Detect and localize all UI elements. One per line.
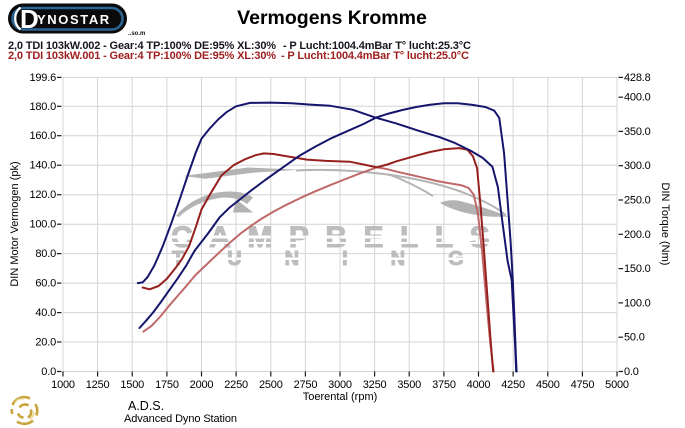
- svg-text:20.0: 20.0: [35, 337, 56, 349]
- svg-text:- P Lucht:1004.4mBar T° lucht:: - P Lucht:1004.4mBar T° lucht:25.3°C: [283, 40, 471, 52]
- svg-text:0.0: 0.0: [41, 366, 56, 378]
- svg-text:50.0: 50.0: [624, 332, 645, 344]
- svg-text:180.0: 180.0: [29, 101, 56, 113]
- svg-text:TUNING: TUNING: [172, 248, 507, 270]
- svg-text:3500: 3500: [397, 379, 421, 391]
- svg-text:160.0: 160.0: [29, 130, 56, 142]
- svg-text:2500: 2500: [259, 379, 283, 391]
- svg-text:150.0: 150.0: [624, 263, 651, 275]
- svg-text:120.0: 120.0: [29, 189, 56, 201]
- svg-text:100.0: 100.0: [29, 219, 56, 231]
- svg-text:4250: 4250: [501, 379, 525, 391]
- svg-text:140.0: 140.0: [29, 160, 56, 172]
- svg-text:- P Lucht:1004.4mBar T° lucht:: - P Lucht:1004.4mBar T° lucht:25.0°C: [281, 50, 469, 62]
- svg-text:3000: 3000: [328, 379, 352, 391]
- svg-text:..so.m: ..so.m: [128, 31, 145, 37]
- svg-text:3250: 3250: [363, 379, 387, 391]
- svg-text:Advanced Dyno Station: Advanced Dyno Station: [124, 413, 237, 425]
- svg-text:2,0 TDI 103kW.001 - Gear:4 TP:: 2,0 TDI 103kW.001 - Gear:4 TP:100% DE:95…: [8, 50, 276, 62]
- svg-text:Vermogens Kromme: Vermogens Kromme: [237, 7, 427, 29]
- svg-text:Toerental (rpm): Toerental (rpm): [303, 391, 378, 403]
- svg-text:0.0: 0.0: [624, 366, 639, 378]
- svg-text:DIN Torque (Nm): DIN Torque (Nm): [659, 183, 671, 266]
- svg-text:A.D.S.: A.D.S.: [128, 399, 164, 413]
- svg-text:80.0: 80.0: [35, 248, 56, 260]
- svg-text:250.0: 250.0: [624, 195, 651, 207]
- svg-text:3750: 3750: [432, 379, 456, 391]
- svg-text:1750: 1750: [155, 379, 179, 391]
- svg-text:350.0: 350.0: [624, 126, 651, 138]
- svg-text:D: D: [20, 4, 39, 34]
- svg-text:1250: 1250: [86, 379, 110, 391]
- svg-text:5000: 5000: [605, 379, 629, 391]
- svg-text:2250: 2250: [224, 379, 248, 391]
- svg-text:2750: 2750: [294, 379, 318, 391]
- svg-text:300.0: 300.0: [624, 160, 651, 172]
- svg-text:4750: 4750: [571, 379, 595, 391]
- svg-text:60.0: 60.0: [35, 278, 56, 290]
- svg-text:DIN Motor Vermogen (pk): DIN Motor Vermogen (pk): [9, 161, 21, 286]
- svg-text:YNOSTAR: YNOSTAR: [37, 12, 111, 27]
- svg-text:428.8: 428.8: [624, 72, 651, 84]
- svg-text:400.0: 400.0: [624, 92, 651, 104]
- svg-text:200.0: 200.0: [624, 229, 651, 241]
- svg-text:199.6: 199.6: [29, 72, 56, 84]
- svg-text:2,0 TDI 103kW.002 - Gear:4 TP:: 2,0 TDI 103kW.002 - Gear:4 TP:100% DE:95…: [8, 40, 276, 52]
- svg-text:40.0: 40.0: [35, 307, 56, 319]
- svg-text:100.0: 100.0: [624, 297, 651, 309]
- svg-text:1000: 1000: [51, 379, 75, 391]
- svg-text:2000: 2000: [190, 379, 214, 391]
- svg-text:4500: 4500: [536, 379, 560, 391]
- svg-text:1500: 1500: [120, 379, 144, 391]
- svg-text:4000: 4000: [467, 379, 491, 391]
